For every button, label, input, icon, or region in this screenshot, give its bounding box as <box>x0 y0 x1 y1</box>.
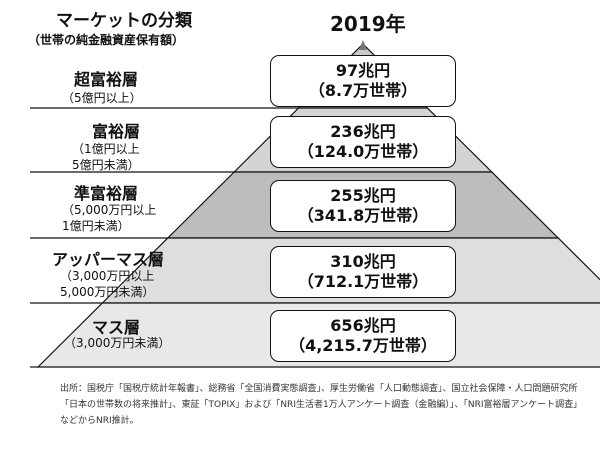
source-note: 出所：国税庁「国税庁統計年報書」、総務省「全国消費実態調査」、厚生労働省「人口動… <box>60 384 578 426</box>
segment-assets: 236兆円 <box>330 122 396 141</box>
segment-box-ultra-wealthy: 97兆円 （8.7万世帯） <box>270 55 456 107</box>
segment-name-mass: マス層 <box>92 318 141 337</box>
segment-box-semi-wealthy: 255兆円 （341.8万世帯） <box>270 180 456 232</box>
diagram-title: マーケットの分類 <box>56 11 192 31</box>
segment-name-upper-mass: アッパーマス層 <box>52 250 165 269</box>
segment-range-mass: （3,000万円未満） <box>64 336 171 350</box>
segment-households: （124.0万世帯） <box>297 142 429 161</box>
segment-assets: 255兆円 <box>330 186 396 205</box>
segment-households: （8.7万世帯） <box>308 81 418 100</box>
segment-assets: 310兆円 <box>330 252 396 271</box>
segment-households: （341.8万世帯） <box>297 206 429 225</box>
segment-name-semi-wealthy: 準富裕層 <box>74 184 139 203</box>
segment-name-wealthy: 富裕層 <box>92 122 141 141</box>
segment-range-ultra-wealthy: （5億円以上） <box>62 91 142 105</box>
segment-range-upper-mass: （3,000万円以上 5,000万円未満） <box>60 269 155 299</box>
segment-assets: 97兆円 <box>335 61 391 80</box>
segment-name-ultra-wealthy: 超富裕層 <box>74 70 139 89</box>
segment-assets: 656兆円 <box>330 316 396 335</box>
diagram-subtitle: （世帯の純金融資産保有額） <box>28 33 185 47</box>
segment-range-wealthy: （1億円以上 5億円未満） <box>72 142 140 172</box>
segment-box-wealthy: 236兆円 （124.0万世帯） <box>270 116 456 168</box>
segment-households: （712.1万世帯） <box>297 272 429 291</box>
segment-households: （4,215.7万世帯） <box>289 336 437 355</box>
segment-box-mass: 656兆円 （4,215.7万世帯） <box>270 310 456 362</box>
segment-range-semi-wealthy: （5,000万円以上 1億円未満） <box>62 203 157 233</box>
pyramid-apex <box>359 40 367 50</box>
year-label: 2019年 <box>330 12 406 36</box>
segment-box-upper-mass: 310兆円 （712.1万世帯） <box>270 246 456 298</box>
